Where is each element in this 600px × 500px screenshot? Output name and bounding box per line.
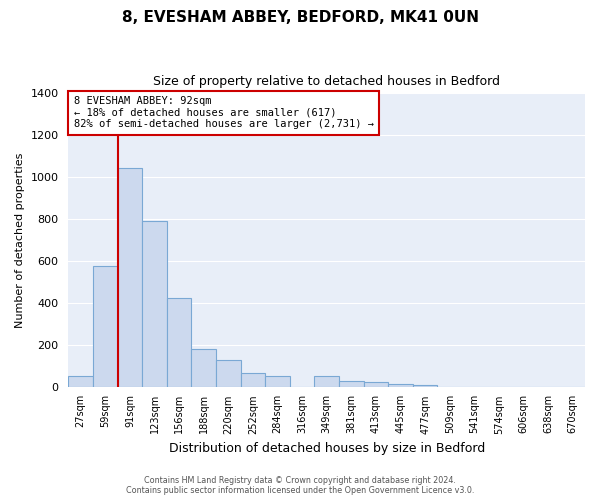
Bar <box>364 382 388 386</box>
Bar <box>118 168 142 386</box>
Bar <box>93 266 118 386</box>
Text: 8, EVESHAM ABBEY, BEDFORD, MK41 0UN: 8, EVESHAM ABBEY, BEDFORD, MK41 0UN <box>121 10 479 25</box>
Text: Contains HM Land Registry data © Crown copyright and database right 2024.
Contai: Contains HM Land Registry data © Crown c… <box>126 476 474 495</box>
Bar <box>265 376 290 386</box>
Y-axis label: Number of detached properties: Number of detached properties <box>15 152 25 328</box>
Bar <box>216 360 241 386</box>
Bar <box>167 298 191 386</box>
X-axis label: Distribution of detached houses by size in Bedford: Distribution of detached houses by size … <box>169 442 485 455</box>
Bar <box>68 376 93 386</box>
Bar <box>241 373 265 386</box>
Bar <box>142 221 167 386</box>
Bar <box>339 380 364 386</box>
Bar <box>314 376 339 386</box>
Title: Size of property relative to detached houses in Bedford: Size of property relative to detached ho… <box>153 75 500 88</box>
Bar <box>191 349 216 387</box>
Bar <box>388 384 413 386</box>
Text: 8 EVESHAM ABBEY: 92sqm
← 18% of detached houses are smaller (617)
82% of semi-de: 8 EVESHAM ABBEY: 92sqm ← 18% of detached… <box>74 96 374 130</box>
